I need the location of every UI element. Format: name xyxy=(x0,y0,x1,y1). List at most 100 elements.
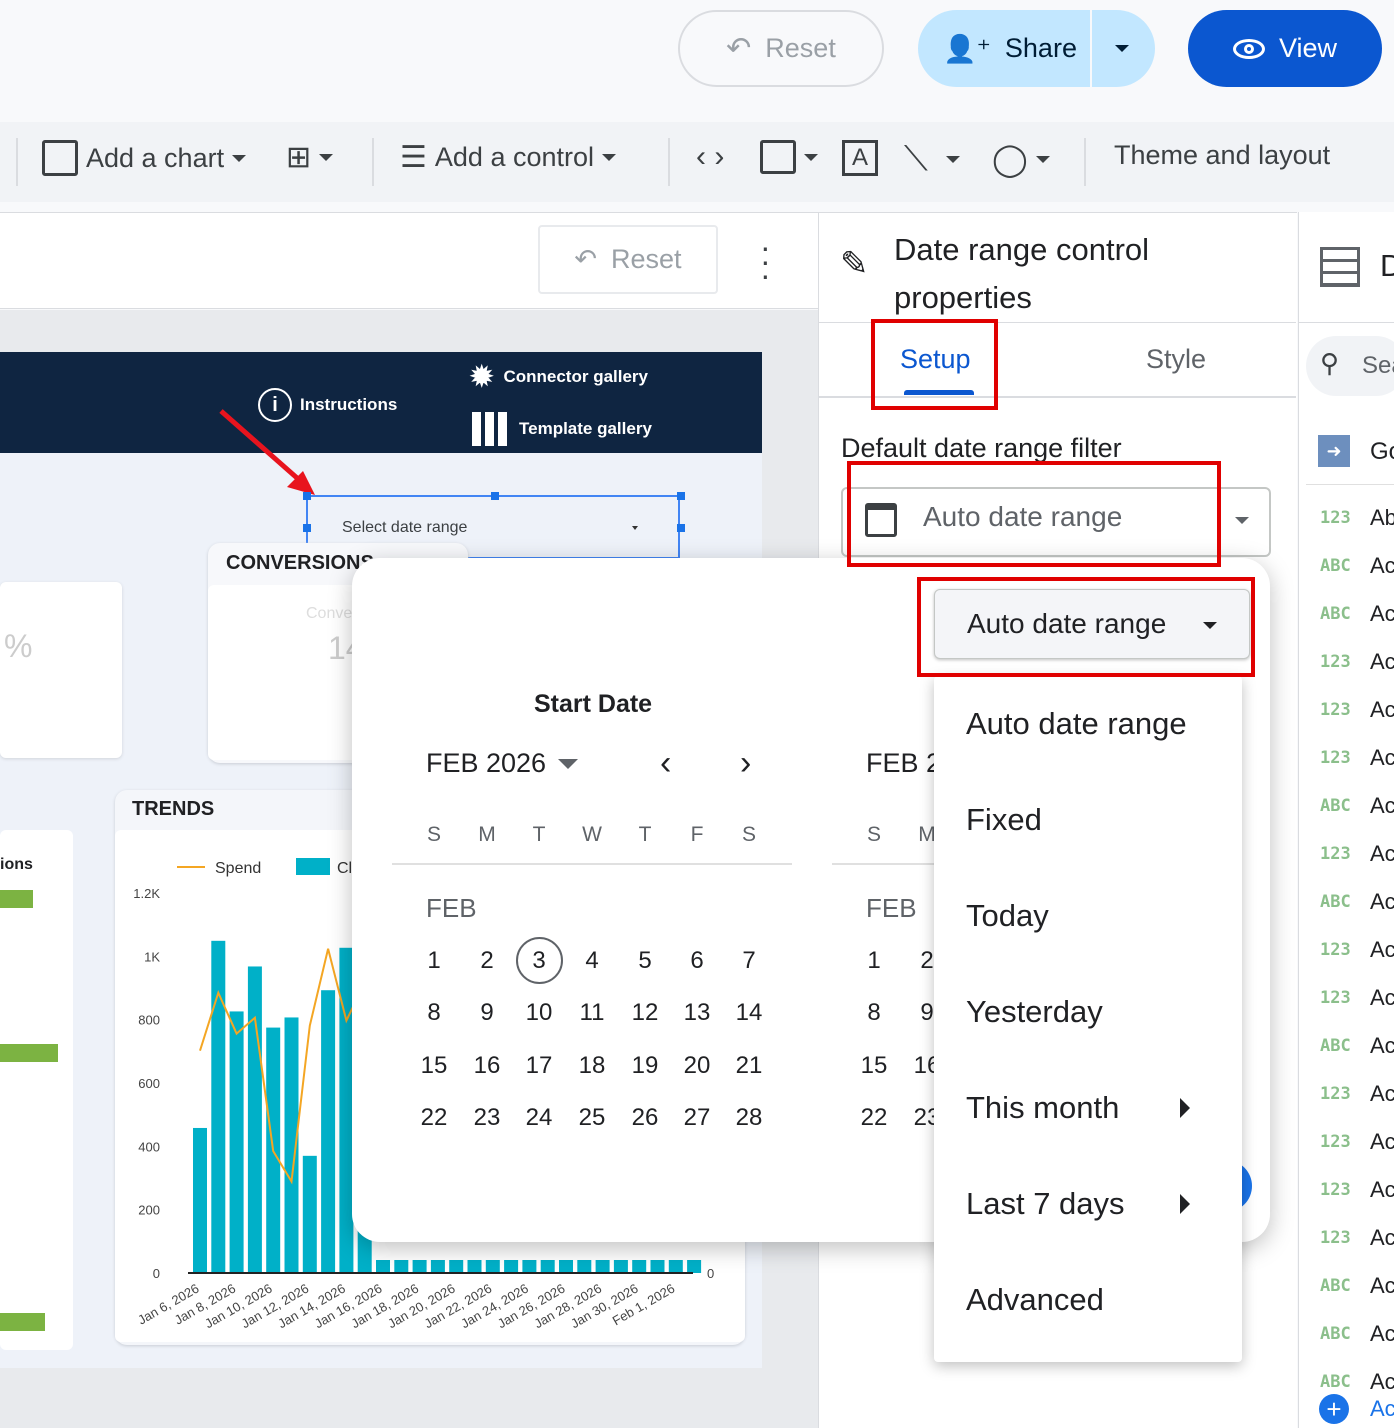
field-item[interactable]: Ac xyxy=(1370,841,1394,866)
calendar-day[interactable]: 10 xyxy=(525,999,553,1026)
field-item[interactable]: Ac xyxy=(1370,1369,1394,1394)
calendar-day[interactable]: 22 xyxy=(860,1104,888,1131)
field-item[interactable]: Ac xyxy=(1370,1033,1394,1058)
resize-handle[interactable] xyxy=(303,524,311,532)
calendar-day[interactable]: 4 xyxy=(585,947,599,974)
share-dropdown-button[interactable] xyxy=(1092,10,1152,87)
month-year-selector[interactable]: FEB 2026 xyxy=(426,748,579,779)
calendar-day[interactable]: 5 xyxy=(638,947,652,974)
caret-down-icon xyxy=(1235,517,1249,524)
calendar-day[interactable]: 28 xyxy=(735,1104,763,1131)
line-button[interactable]: ⟍ xyxy=(904,140,960,179)
field-search-input[interactable]: ⚲ Sea xyxy=(1306,336,1394,396)
default-date-range-select[interactable]: Auto date range xyxy=(841,487,1271,557)
view-button[interactable]: View xyxy=(1188,10,1382,87)
calendar-day[interactable]: 6 xyxy=(690,947,704,974)
field-item[interactable]: Ac xyxy=(1370,937,1394,962)
calendar-day[interactable]: 8 xyxy=(427,999,441,1026)
menu-item[interactable]: Yesterday xyxy=(966,994,1103,1029)
theme-and-layout-button[interactable]: Theme and layout xyxy=(1114,140,1330,171)
field-item[interactable]: Ac xyxy=(1370,697,1394,722)
field-item[interactable]: Ac xyxy=(1370,553,1394,578)
field-item[interactable]: Ac xyxy=(1370,1129,1394,1154)
field-item[interactable]: Ac xyxy=(1370,889,1394,914)
resize-handle[interactable] xyxy=(677,524,685,532)
image-button[interactable] xyxy=(760,140,818,174)
report-header xyxy=(0,352,762,453)
calendar-day[interactable]: 15 xyxy=(420,1052,448,1079)
previous-month-button[interactable]: ‹ xyxy=(660,744,672,782)
field-item[interactable]: Ac xyxy=(1370,1081,1394,1106)
more-options-icon[interactable]: · · · xyxy=(760,229,771,293)
menu-item[interactable]: Auto date range xyxy=(966,706,1187,741)
field-item[interactable]: Ac xyxy=(1370,985,1394,1010)
connector-gallery-link[interactable]: ✹ Connector gallery xyxy=(470,360,648,393)
text-button[interactable]: A xyxy=(842,140,878,176)
tab-style[interactable]: Style xyxy=(1146,344,1207,374)
calendar-day[interactable]: 1 xyxy=(867,947,881,974)
field-item[interactable]: Ac xyxy=(1370,1321,1394,1346)
calendar-day[interactable]: 12 xyxy=(631,999,659,1026)
resize-handle[interactable] xyxy=(491,492,499,500)
field-item[interactable]: Ac xyxy=(1370,1177,1394,1202)
instructions-link[interactable]: i Instructions xyxy=(258,388,397,422)
table-icon xyxy=(1320,247,1360,287)
add-field-label[interactable]: Ac xyxy=(1370,1396,1394,1421)
embed-code-button[interactable]: ‹ › xyxy=(696,140,724,174)
calendar-day[interactable]: 1 xyxy=(427,947,441,974)
menu-item[interactable]: Fixed xyxy=(966,802,1042,837)
undo-icon: ↶ xyxy=(574,244,598,274)
menu-item[interactable]: Advanced xyxy=(966,1282,1104,1317)
add-control-label: Add a control xyxy=(434,142,595,172)
calendar-day[interactable]: 14 xyxy=(735,999,763,1026)
calendar-day[interactable]: 20 xyxy=(683,1052,711,1079)
menu-item[interactable]: Last 7 days xyxy=(966,1186,1125,1221)
resize-handle[interactable] xyxy=(677,492,685,500)
canvas-reset-button[interactable]: ↶ Reset xyxy=(538,225,718,294)
calendar-day[interactable]: 9 xyxy=(920,999,934,1026)
template-gallery-link[interactable]: Template gallery xyxy=(472,412,652,446)
calendar-day[interactable]: 23 xyxy=(473,1104,501,1131)
calendar-day[interactable]: 15 xyxy=(860,1052,888,1079)
date-range-type-dropdown[interactable]: Auto date range xyxy=(934,589,1250,659)
field-item[interactable]: Ac xyxy=(1370,793,1394,818)
add-field-icon[interactable]: + xyxy=(1319,1394,1349,1424)
calendar-day[interactable]: 21 xyxy=(735,1052,763,1079)
calendar-day[interactable]: 25 xyxy=(578,1104,606,1131)
data-source-name[interactable]: Go xyxy=(1370,438,1394,465)
field-type-icon: 123 xyxy=(1320,652,1351,672)
calendar-day[interactable]: 2 xyxy=(480,947,494,974)
resize-handle[interactable] xyxy=(303,492,311,500)
field-item[interactable]: Ac xyxy=(1370,601,1394,626)
next-month-button[interactable]: › xyxy=(740,744,752,782)
calendar-day[interactable]: 7 xyxy=(742,947,756,974)
calendar-day[interactable]: 8 xyxy=(867,999,881,1026)
field-item[interactable]: Ac xyxy=(1370,1225,1394,1250)
calendar-day[interactable]: 19 xyxy=(631,1052,659,1079)
calendar-day[interactable]: 2 xyxy=(920,947,934,974)
reset-button[interactable]: ↶ Reset xyxy=(678,10,884,87)
shape-button[interactable]: ◯ xyxy=(992,140,1050,178)
field-item[interactable]: Ab xyxy=(1370,505,1394,530)
field-item[interactable]: Ac xyxy=(1370,745,1394,770)
calendar-day[interactable]: 13 xyxy=(683,999,711,1026)
field-item[interactable]: Ac xyxy=(1370,649,1394,674)
field-item[interactable]: Ac xyxy=(1370,1273,1394,1298)
share-button[interactable]: 👤⁺ Share xyxy=(930,10,1090,87)
tab-setup[interactable]: Setup xyxy=(900,344,971,374)
calendar-day[interactable]: 18 xyxy=(578,1052,606,1079)
calendar-day[interactable]: 17 xyxy=(525,1052,553,1079)
calendar-day[interactable]: 26 xyxy=(631,1104,659,1131)
add-control-button[interactable]: ☰ Add a control xyxy=(400,140,617,175)
menu-item[interactable]: This month xyxy=(966,1090,1120,1125)
calendar-day[interactable]: 22 xyxy=(420,1104,448,1131)
calendar-day[interactable]: 11 xyxy=(579,999,605,1026)
add-component-button[interactable]: ⊞ xyxy=(286,140,334,175)
add-chart-button[interactable]: Add a chart xyxy=(42,140,247,176)
calendar-day[interactable]: 16 xyxy=(473,1052,501,1079)
toolbar-divider xyxy=(372,138,374,186)
calendar-day[interactable]: 24 xyxy=(525,1104,553,1131)
menu-item[interactable]: Today xyxy=(966,898,1049,933)
calendar-day[interactable]: 27 xyxy=(683,1104,711,1131)
calendar-day[interactable]: 9 xyxy=(480,999,494,1026)
